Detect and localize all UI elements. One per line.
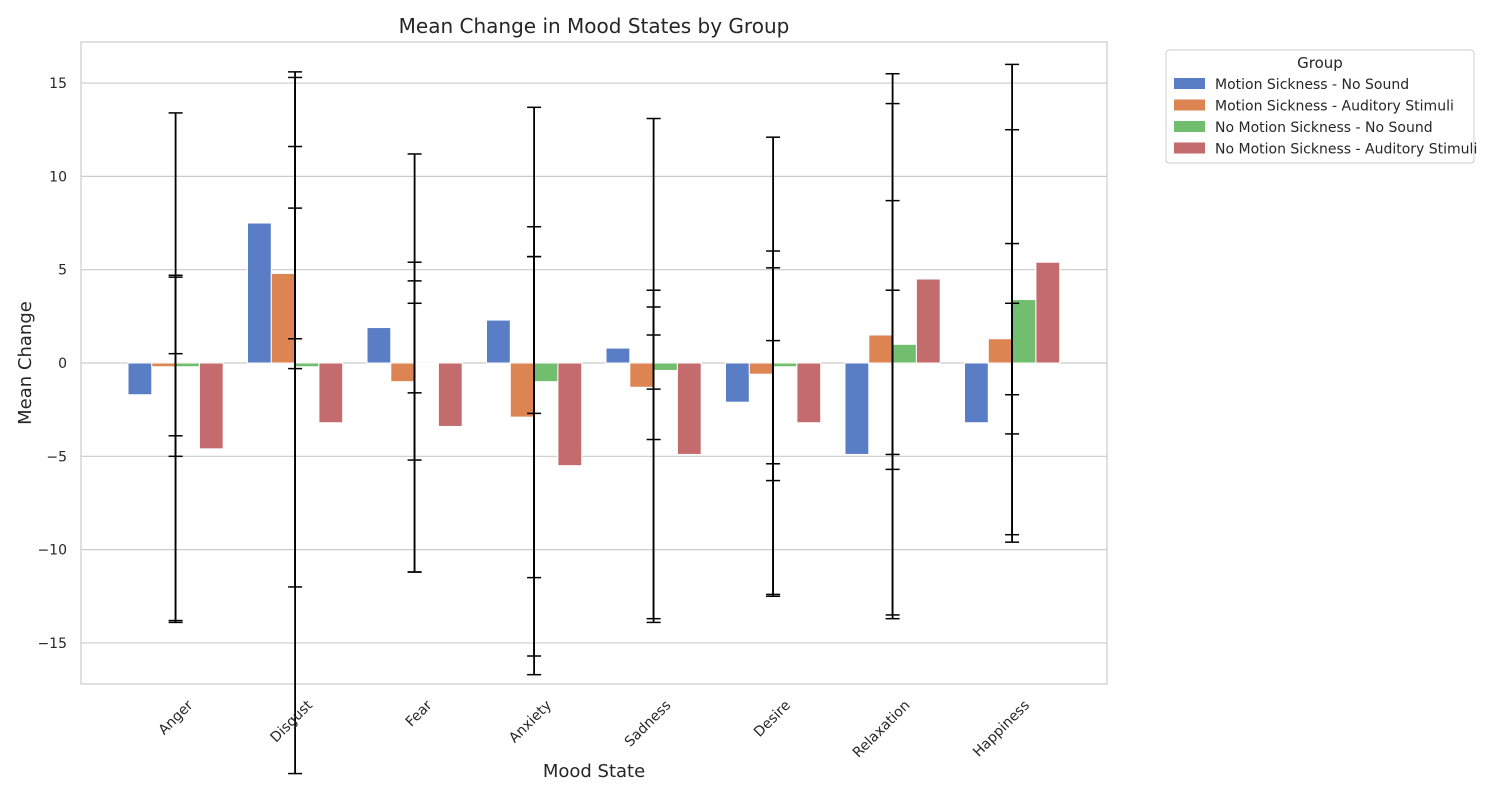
bar (318, 362, 344, 424)
x-tick-label: Happiness (970, 698, 1033, 761)
legend-entry-label: Motion Sickness - Auditory Stimuli (1215, 99, 1454, 115)
bar (725, 362, 750, 403)
bar (844, 362, 870, 455)
y-tick-label: 15 (49, 76, 67, 92)
bar (892, 343, 917, 364)
bar (748, 362, 774, 375)
error-bars (168, 63, 1020, 775)
chart-title: Mean Change in Mood States by Group (399, 14, 790, 38)
y-tick-label: −15 (37, 636, 67, 652)
bar (772, 362, 798, 368)
y-tick-label: −5 (46, 449, 67, 465)
bar (390, 362, 416, 383)
legend-swatch (1174, 78, 1205, 89)
legend-entry-label: No Motion Sickness - Auditory Stimuli (1215, 142, 1477, 158)
y-tick-label: −10 (37, 543, 67, 559)
bar (175, 362, 200, 368)
bar (533, 362, 559, 383)
x-axis-title: Mood State (543, 761, 645, 782)
x-tick-label: Anxiety (506, 698, 555, 747)
x-tick-label: Relaxation (850, 698, 914, 762)
bar (270, 272, 296, 364)
bar (1011, 299, 1037, 364)
bar (915, 278, 941, 364)
bar (294, 362, 320, 368)
legend-box (1165, 49, 1475, 164)
bar (366, 327, 392, 364)
legend-entry-label: No Motion Sickness - No Sound (1215, 120, 1433, 136)
bar (796, 362, 822, 424)
bar (557, 362, 583, 467)
x-tick-label: Sadness (622, 698, 675, 751)
y-tick-label: 0 (58, 356, 67, 372)
legend-title: Group (1297, 54, 1343, 72)
bar (964, 362, 989, 424)
y-tick-label: 5 (58, 263, 67, 279)
y-tick-label: 10 (49, 169, 67, 185)
legend-swatch (1174, 99, 1205, 111)
bars (127, 222, 1061, 467)
x-tick-label: Disgust (267, 697, 316, 746)
bar (868, 334, 894, 364)
bar (653, 362, 678, 371)
y-axis-ticks: −15 −10 −5 0 5 10 15 (37, 76, 67, 652)
bar (437, 362, 463, 427)
bar (414, 362, 439, 365)
x-axis-ticks: Anger Disgust Fear Anxiety Sadness Desire Rela… (156, 697, 1033, 761)
bar (676, 362, 702, 455)
bar (198, 362, 224, 450)
legend-swatch (1174, 142, 1205, 154)
bar (987, 338, 1013, 364)
bar (247, 222, 272, 364)
bar (151, 362, 177, 368)
bar (629, 362, 655, 388)
bar (486, 319, 511, 364)
x-tick-label: Anger (156, 697, 197, 738)
bar (1035, 261, 1061, 364)
x-tick-label: Fear (403, 697, 436, 730)
bar (509, 362, 535, 418)
bar (127, 362, 153, 396)
bar (605, 347, 631, 364)
legend-swatch (1174, 121, 1205, 132)
legend: Group Motion Sickness - No Sound Motion S… (1165, 49, 1477, 164)
x-tick-label: Desire (751, 698, 794, 741)
y-axis-title: Mean Change (15, 301, 36, 425)
legend-entry-label: Motion Sickness - No Sound (1215, 77, 1409, 93)
